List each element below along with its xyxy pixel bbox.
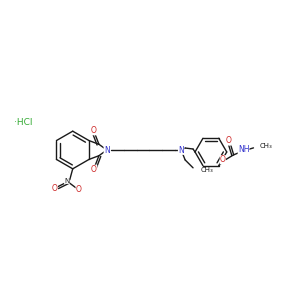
Text: CH₃: CH₃	[201, 167, 214, 173]
Text: CH₃: CH₃	[260, 143, 272, 149]
Text: O: O	[91, 165, 97, 174]
Text: O: O	[226, 136, 232, 146]
Text: N: N	[64, 178, 69, 184]
Text: O: O	[52, 184, 58, 193]
Text: O: O	[91, 126, 97, 135]
Text: N: N	[104, 146, 110, 154]
Text: NH: NH	[238, 146, 249, 154]
Text: O: O	[76, 185, 82, 194]
Text: ·HCl: ·HCl	[14, 118, 32, 127]
Text: O: O	[220, 155, 226, 164]
Text: N: N	[178, 146, 184, 154]
